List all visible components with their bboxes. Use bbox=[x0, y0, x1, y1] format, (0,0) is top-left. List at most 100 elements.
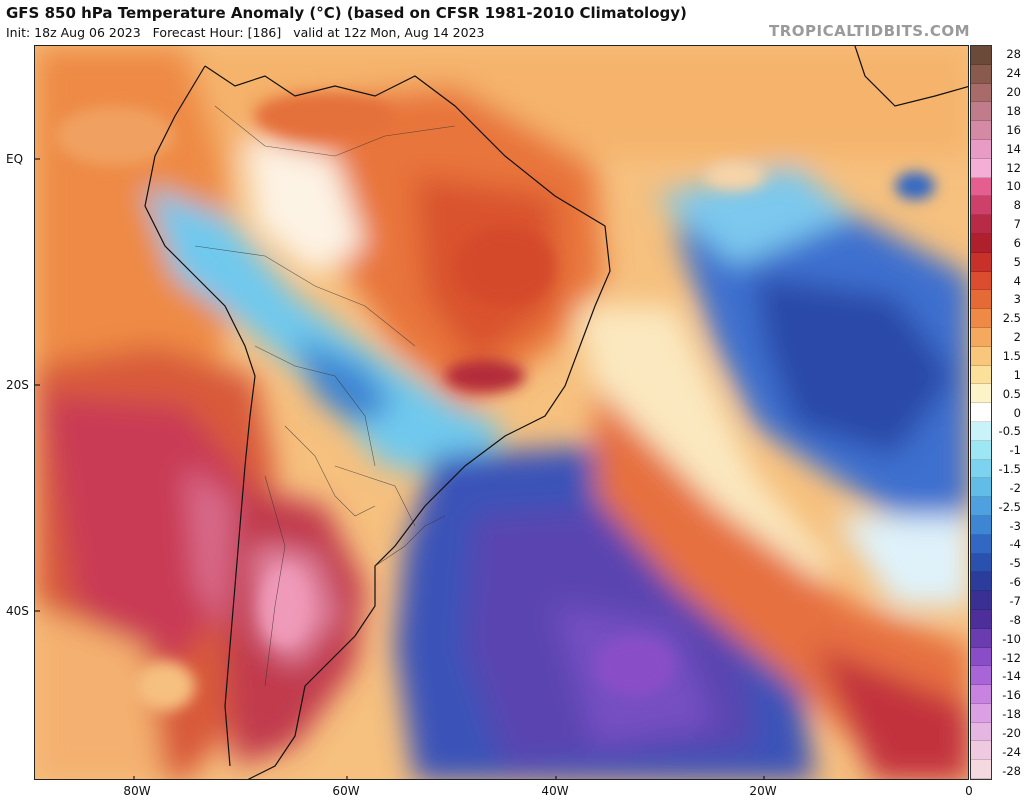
colorbar-label: -2.5 bbox=[998, 499, 1021, 514]
colorbar-label: 18 bbox=[1006, 103, 1021, 118]
colorbar-swatch bbox=[971, 384, 991, 404]
colorbar-swatch bbox=[971, 177, 991, 197]
colorbar-label: -14 bbox=[1002, 669, 1021, 684]
colorbar-label: -8 bbox=[1009, 612, 1021, 627]
colorbar-label: 0.5 bbox=[1002, 386, 1021, 401]
colorbar-label: -0.5 bbox=[998, 424, 1021, 439]
colorbar-swatch bbox=[971, 421, 991, 441]
colorbar-label: -1.5 bbox=[998, 462, 1021, 477]
anomaly-map bbox=[34, 45, 969, 780]
colorbar-label: -2 bbox=[1009, 480, 1021, 495]
colorbar-label: 10 bbox=[1006, 179, 1021, 194]
colorbar-label: -28 bbox=[1002, 763, 1021, 778]
colorbar-swatch bbox=[971, 628, 991, 648]
colorbar-swatch bbox=[971, 591, 991, 610]
colorbar-label: 4 bbox=[1013, 273, 1021, 288]
colorbar-label: 7 bbox=[1013, 217, 1021, 232]
colorbar-swatch bbox=[971, 609, 991, 629]
colorbar-label: -10 bbox=[1002, 631, 1021, 646]
colorbar-label: 12 bbox=[1006, 160, 1021, 175]
colorbar-label: -18 bbox=[1002, 707, 1021, 722]
colorbar-label: 20 bbox=[1006, 85, 1021, 100]
colorbar-swatch bbox=[971, 290, 991, 310]
colorbar-swatch bbox=[971, 703, 991, 723]
colorbar-label: 1 bbox=[1013, 367, 1021, 382]
colorbar-label: -1 bbox=[1009, 443, 1021, 458]
colorbar-label: 16 bbox=[1006, 122, 1021, 137]
lat-label-20s: 20S bbox=[6, 378, 29, 392]
colorbar-swatch bbox=[971, 83, 991, 103]
forecast-hour: Forecast Hour: [186] bbox=[152, 25, 282, 40]
colorbar-label: 2.5 bbox=[1002, 311, 1021, 326]
colorbar-swatch bbox=[971, 685, 991, 704]
colorbar-swatch bbox=[971, 666, 991, 686]
watermark: TROPICALTIDBITS.COM bbox=[769, 22, 970, 40]
colorbar-swatch bbox=[971, 553, 991, 573]
map-subtitle: Init: 18z Aug 06 2023 Forecast Hour: [18… bbox=[6, 25, 492, 40]
colorbar-label: -6 bbox=[1009, 575, 1021, 590]
colorbar-swatch bbox=[971, 139, 991, 159]
colorbar-label: 8 bbox=[1013, 198, 1021, 213]
init-time: Init: 18z Aug 06 2023 bbox=[6, 25, 141, 40]
colorbar-swatch bbox=[971, 741, 991, 761]
colorbar-swatch bbox=[971, 534, 991, 554]
lat-label-eq: EQ bbox=[6, 152, 24, 166]
lon-label-80w: 80W bbox=[123, 784, 151, 798]
colorbar-label: -3 bbox=[1009, 518, 1021, 533]
lon-label-40w: 40W bbox=[541, 784, 569, 798]
colorbar-label: -20 bbox=[1002, 725, 1021, 740]
colorbar-swatch bbox=[971, 760, 991, 780]
colorbar-label: -12 bbox=[1002, 650, 1021, 665]
colorbar-swatch bbox=[971, 515, 991, 535]
colorbar-swatch bbox=[971, 64, 991, 84]
colorbar-swatch bbox=[971, 102, 991, 122]
colorbar-label: -7 bbox=[1009, 593, 1021, 608]
colorbar-labels: 28 24 20 18 16 14 12 10 8 7 6 5 4 3 2.5 2 1.5 1 0.5 0 -0.5 -1… bbox=[995, 45, 1024, 780]
colorbar-label: 3 bbox=[1013, 292, 1021, 307]
colorbar-swatch bbox=[971, 497, 991, 516]
lat-label-40s: 40S bbox=[6, 604, 29, 618]
graticule-ticks bbox=[35, 158, 765, 779]
colorbar-label: 1.5 bbox=[1002, 348, 1021, 363]
colorbar-label: 0 bbox=[1013, 405, 1021, 420]
colorbar-label: -4 bbox=[1009, 537, 1021, 552]
colorbar-swatch bbox=[971, 440, 991, 460]
colorbar-label: -24 bbox=[1002, 744, 1021, 759]
valid-time: valid at 12z Mon, Aug 14 2023 bbox=[293, 25, 485, 40]
colorbar-swatch bbox=[971, 459, 991, 479]
colorbar-label: 5 bbox=[1013, 254, 1021, 269]
colorbar-swatch bbox=[971, 365, 991, 385]
colorbar-swatch bbox=[971, 403, 991, 422]
colorbar-swatch bbox=[971, 252, 991, 272]
colorbar-label: 28 bbox=[1006, 47, 1021, 62]
colorbar-swatch bbox=[971, 215, 991, 234]
lon-label-0: 0 bbox=[965, 784, 973, 798]
colorbar-label: 6 bbox=[1013, 235, 1021, 250]
colorbar-swatch bbox=[971, 158, 991, 178]
colorbar-label: -5 bbox=[1009, 556, 1021, 571]
colorbar-swatch bbox=[971, 572, 991, 592]
country-borders bbox=[194, 105, 456, 687]
map-title: GFS 850 hPa Temperature Anomaly (°C) (ba… bbox=[6, 4, 687, 22]
anomaly-field bbox=[35, 46, 968, 779]
anomaly-map-canvas bbox=[35, 46, 968, 779]
colorbar-label: 2 bbox=[1013, 330, 1021, 345]
colorbar-swatch bbox=[971, 722, 991, 742]
colorbar-swatch bbox=[971, 233, 991, 253]
lon-label-60w: 60W bbox=[332, 784, 360, 798]
colorbar-swatch bbox=[971, 46, 991, 65]
colorbar-swatch bbox=[971, 346, 991, 366]
colorbar-swatch bbox=[971, 309, 991, 328]
colorbar-label: -16 bbox=[1002, 688, 1021, 703]
coastlines bbox=[144, 46, 968, 779]
colorbar-swatch bbox=[971, 121, 991, 140]
colorbar-swatch bbox=[971, 647, 991, 667]
colorbar-label: 14 bbox=[1006, 141, 1021, 156]
colorbar-swatch bbox=[971, 271, 991, 291]
colorbar bbox=[970, 45, 992, 780]
lon-label-20w: 20W bbox=[749, 784, 777, 798]
colorbar-swatch bbox=[971, 196, 991, 216]
colorbar-swatch bbox=[971, 478, 991, 498]
colorbar-label: 24 bbox=[1006, 66, 1021, 81]
anomaly-detail bbox=[55, 94, 935, 711]
